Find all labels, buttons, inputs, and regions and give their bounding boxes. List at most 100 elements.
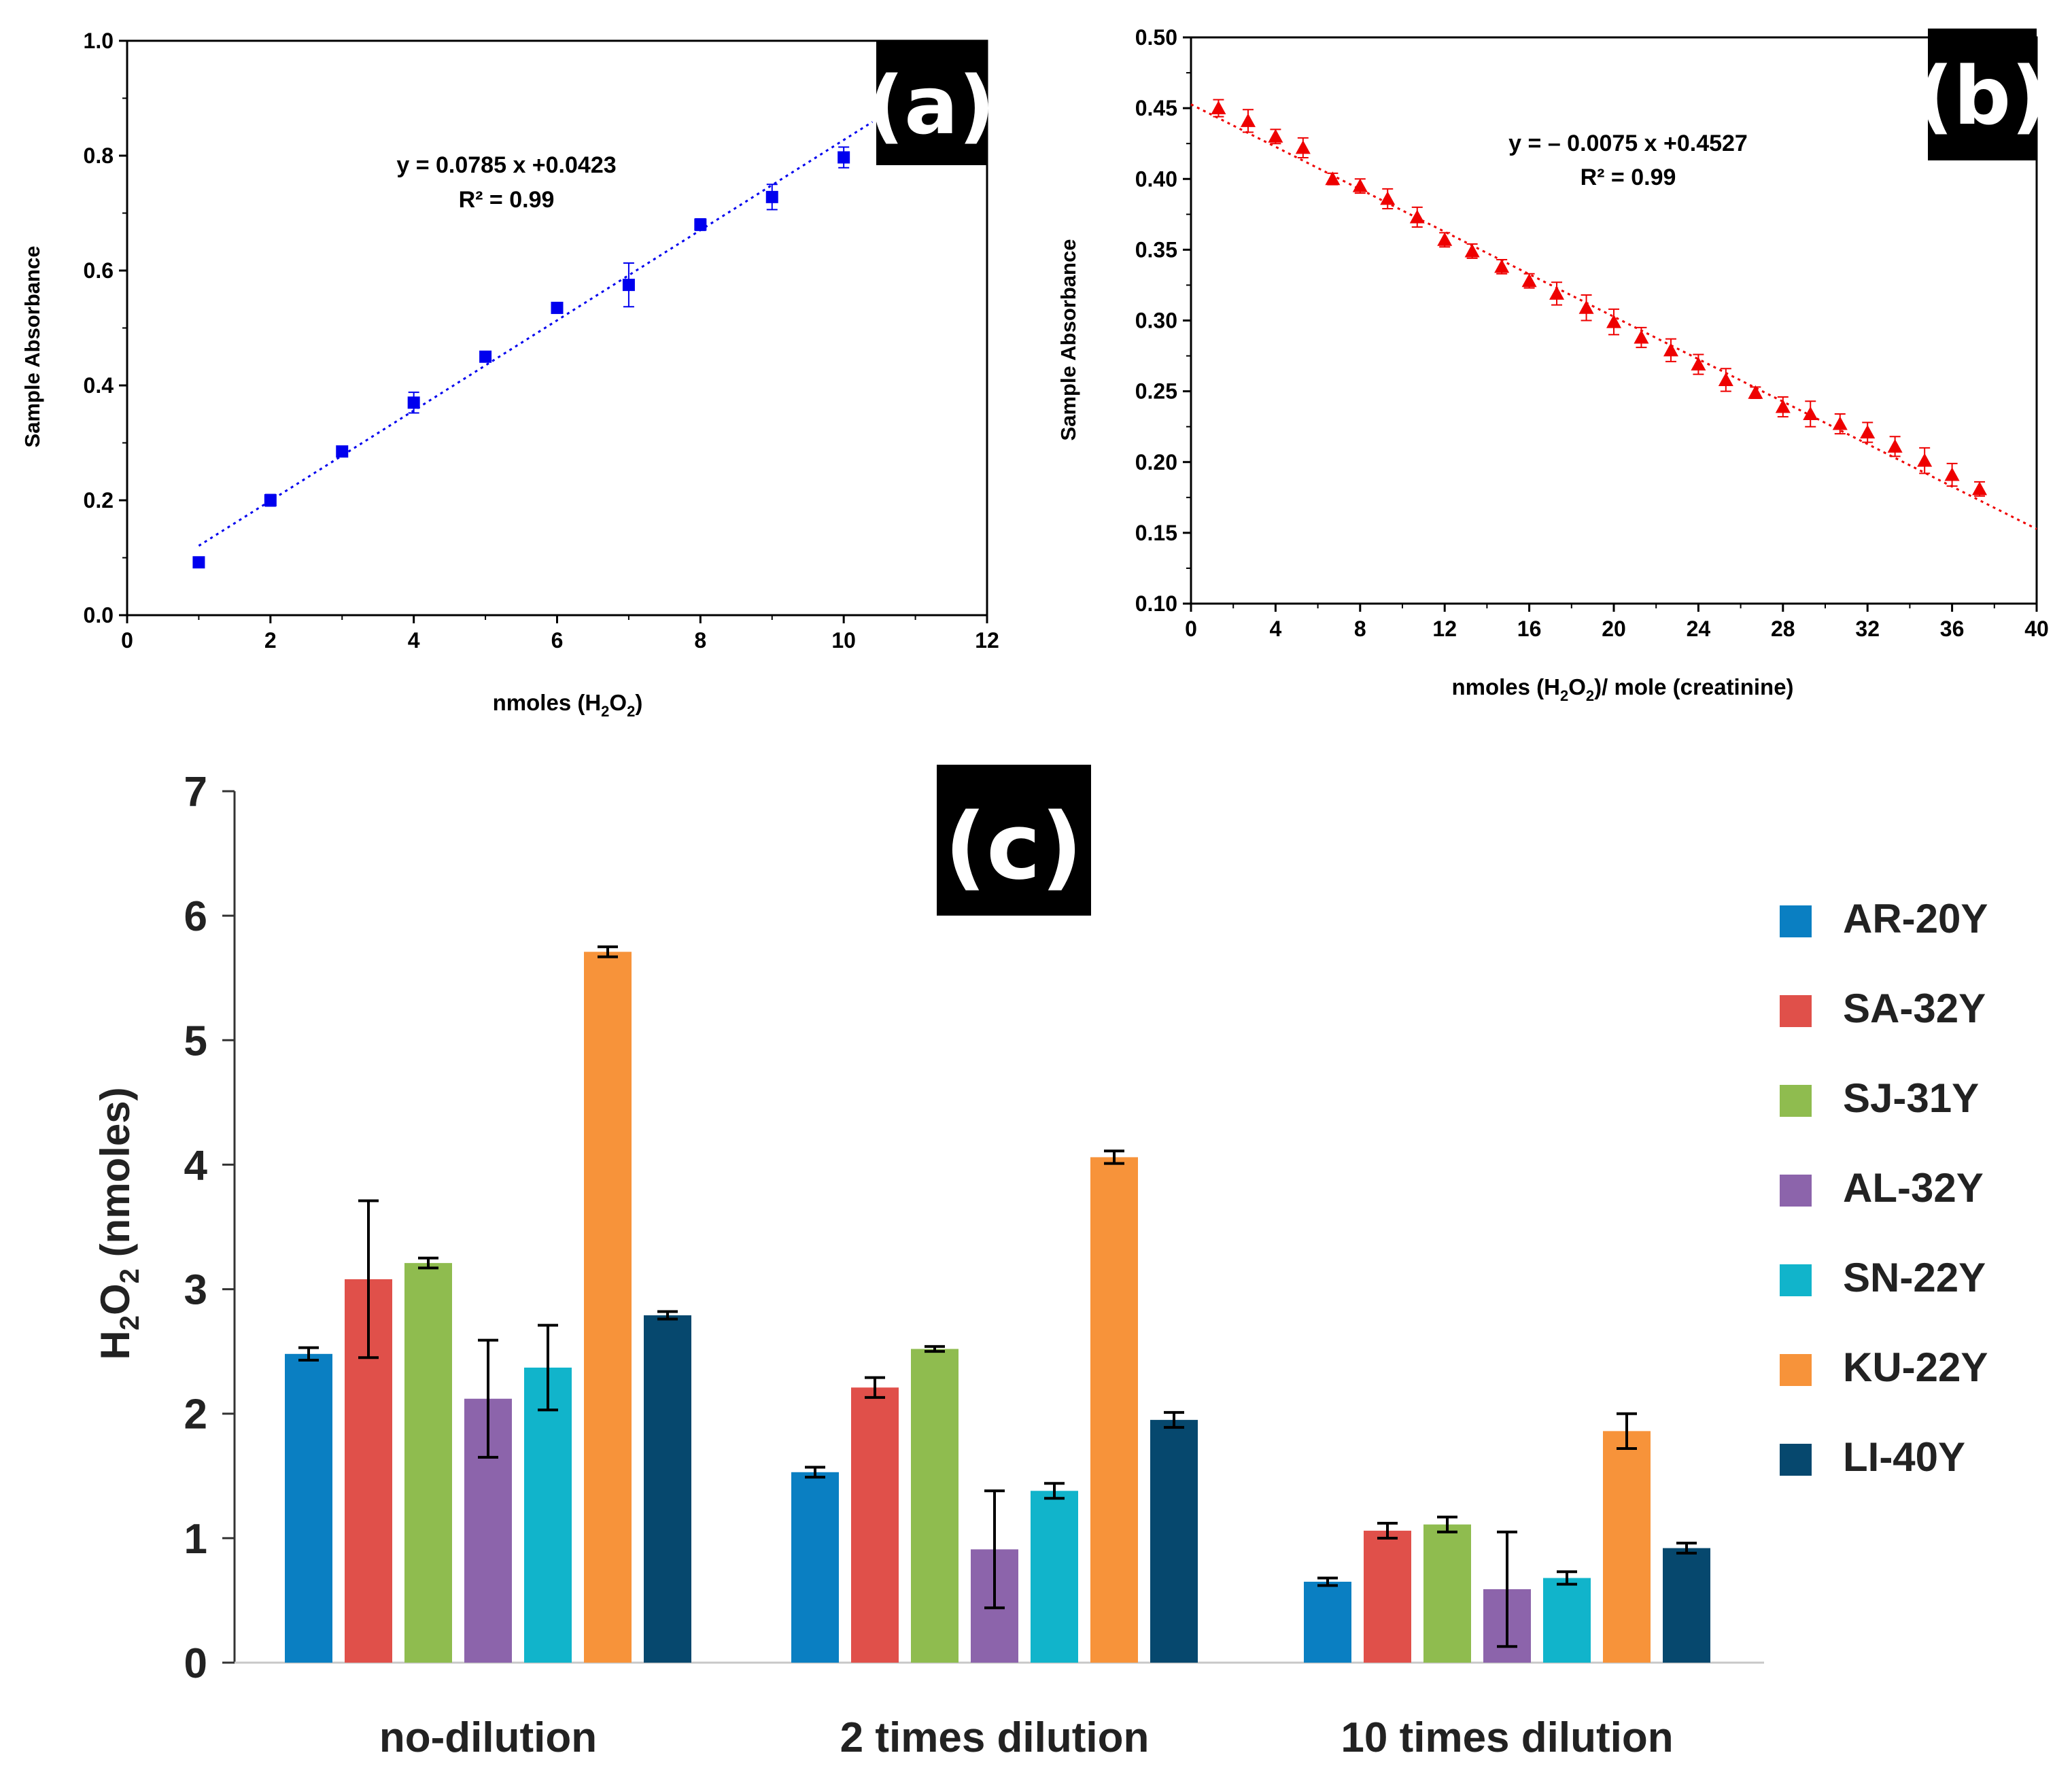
panel-b-y-tick-label: 0.25 bbox=[1135, 379, 1177, 404]
panel-b-x-tick-label: 20 bbox=[1602, 617, 1626, 641]
panel-c-y-tick-label: 7 bbox=[184, 769, 207, 816]
panel-a-y-tick-label: 0.8 bbox=[84, 143, 114, 168]
panel-c-bar bbox=[1603, 1431, 1651, 1663]
panel-c-legend-swatch bbox=[1780, 1444, 1812, 1476]
panel-c-legend-label: LI-40Y bbox=[1843, 1434, 1965, 1480]
panel-a-label: (a) bbox=[867, 41, 995, 165]
panel-c-legend-label: KU-22Y bbox=[1843, 1345, 1988, 1390]
panel-a-y-tick-label: 0.4 bbox=[84, 373, 114, 398]
panel-c-legend-label: SJ-31Y bbox=[1843, 1075, 1979, 1121]
panel-a-y-tick-label: 1.0 bbox=[84, 29, 114, 53]
panel-c-y-tick-label: 5 bbox=[184, 1018, 207, 1064]
panel-b-data-point bbox=[1944, 467, 1960, 481]
panel-b-chart: 0 4 8 12 16 20 24 28 32 36 40 0.10 0.15 0.20 0.25 0.30 0… bbox=[1056, 25, 2049, 704]
panel-b-data-point bbox=[1521, 273, 1537, 288]
panel-b-data-point bbox=[1718, 372, 1733, 386]
panel-b-x-tick-label: 32 bbox=[1855, 617, 1880, 641]
panel-b-data-point bbox=[1578, 300, 1594, 314]
panel-a-x-tick-label: 2 bbox=[264, 628, 277, 653]
panel-b-x-tick-label: 28 bbox=[1771, 617, 1795, 641]
panel-c-y-tick-label: 2 bbox=[184, 1391, 207, 1438]
panel-b-y-tick-label: 0.45 bbox=[1135, 96, 1177, 120]
panel-b-data-point bbox=[1268, 128, 1283, 143]
panel-a-fit-line bbox=[198, 121, 874, 547]
panel-a-y-axis-label: Sample Absorbance bbox=[20, 246, 44, 448]
panel-c-bar bbox=[1304, 1581, 1351, 1663]
panel-b-x-axis-label: nmoles (H2O2)/ mole (creatinine) bbox=[1451, 674, 1793, 704]
panel-b-data-point bbox=[1972, 481, 1988, 496]
panel-c-legend-swatch bbox=[1780, 1354, 1812, 1386]
panel-b-x-tick-label: 4 bbox=[1270, 617, 1282, 641]
svg-text:(a): (a) bbox=[867, 58, 995, 152]
panel-b-x-tick-label: 0 bbox=[1185, 617, 1197, 641]
panel-b-data-point bbox=[1437, 232, 1453, 246]
panel-c-bar bbox=[791, 1472, 839, 1663]
panel-b-x-tick-label: 8 bbox=[1354, 617, 1366, 641]
panel-c-category-label: no-dilution bbox=[379, 1714, 597, 1761]
panel-c-bar bbox=[1031, 1491, 1078, 1663]
panel-a-chart: 0 2 4 6 8 10 12 0.0 0.2 0.4 0.6 0.8 1.0 Sample Absor… bbox=[20, 29, 999, 720]
panel-c-bar bbox=[1150, 1419, 1198, 1663]
panel-c-bar bbox=[584, 952, 632, 1663]
panel-c-label: (c) bbox=[937, 765, 1091, 916]
panel-a-data-point bbox=[551, 301, 564, 314]
panel-b-data-point bbox=[1860, 425, 1876, 439]
panel-b-data-point bbox=[1887, 438, 1903, 453]
panel-c-category-label: 10 times dilution bbox=[1341, 1714, 1673, 1761]
panel-b-x-tick-label: 36 bbox=[1940, 617, 1965, 641]
panel-b-y-axis-label: Sample Absorbance bbox=[1056, 239, 1080, 441]
panel-b-y-tick-label: 0.15 bbox=[1135, 521, 1177, 545]
panel-a-data-point bbox=[264, 494, 277, 506]
panel-c-legend: AR-20Y SA-32Y SJ-31Y AL-32Y SN-22Y KU-22Y LI-4… bbox=[1780, 896, 1988, 1480]
panel-a-data-point bbox=[838, 151, 850, 164]
panel-b-data-point bbox=[1211, 101, 1226, 115]
panel-b-y-tick-label: 0.50 bbox=[1135, 25, 1177, 50]
panel-b-y-tick-label: 0.20 bbox=[1135, 450, 1177, 474]
panel-c-bar bbox=[1364, 1530, 1411, 1663]
panel-a-fit-equation: y = 0.0785 x +0.0423 bbox=[396, 152, 616, 178]
panel-b-data-point bbox=[1409, 209, 1425, 224]
panel-c-y-tick-label: 3 bbox=[184, 1267, 207, 1314]
panel-c-bar bbox=[1663, 1548, 1710, 1663]
panel-c-category-label: 2 times dilution bbox=[840, 1714, 1150, 1761]
panel-c-bar bbox=[1543, 1578, 1591, 1663]
panel-b-y-tick-label: 0.35 bbox=[1135, 237, 1177, 262]
svg-text:(c): (c) bbox=[944, 793, 1082, 900]
panel-a-data-point bbox=[192, 556, 205, 569]
panel-a-x-tick-label: 12 bbox=[975, 628, 999, 653]
panel-c-legend-swatch bbox=[1780, 995, 1812, 1027]
panel-b-data-point bbox=[1775, 399, 1791, 413]
panel-b-data-point bbox=[1634, 330, 1649, 344]
panel-b-data-point bbox=[1380, 191, 1396, 205]
panel-c-bar bbox=[524, 1367, 572, 1663]
panel-c-bar bbox=[644, 1315, 691, 1663]
panel-b-data-point bbox=[1691, 357, 1706, 371]
panel-a-data-point bbox=[694, 218, 707, 231]
panel-b-data-point bbox=[1494, 259, 1510, 273]
panel-b-x-tick-label: 16 bbox=[1517, 617, 1542, 641]
panel-c-bar bbox=[1090, 1157, 1138, 1663]
panel-a-data-point bbox=[479, 350, 492, 363]
panel-b-data-point bbox=[1663, 343, 1678, 357]
panel-b-r-squared: R² = 0.99 bbox=[1581, 164, 1676, 190]
panel-a-x-tick-label: 6 bbox=[551, 628, 564, 653]
panel-b-data-point bbox=[1240, 113, 1256, 127]
panel-c-chart: 0 1 2 3 4 5 6 7 no-dilution 2 times dilution 10 ti… bbox=[92, 765, 1988, 1761]
panel-c-legend-swatch bbox=[1780, 905, 1812, 937]
panel-a-data-point bbox=[622, 279, 635, 292]
panel-c-bar bbox=[911, 1349, 959, 1663]
panel-b-data-point bbox=[1803, 406, 1818, 420]
panel-c-y-axis-label: H2O2 (nmoles) bbox=[92, 1087, 145, 1359]
panel-a-x-tick-label: 10 bbox=[831, 628, 856, 653]
panel-b-y-tick-label: 0.40 bbox=[1135, 167, 1177, 191]
panel-b-label: (b) bbox=[1917, 29, 2048, 160]
panel-c-legend-label: AR-20Y bbox=[1843, 896, 1988, 941]
panel-a-plot-frame bbox=[126, 39, 988, 617]
panel-b-x-tick-label: 12 bbox=[1432, 617, 1457, 641]
panel-a-x-tick-label: 8 bbox=[694, 628, 706, 653]
panel-c-y-tick-label: 4 bbox=[184, 1142, 208, 1189]
panel-c-bar bbox=[404, 1263, 452, 1663]
panel-b-x-tick-label: 40 bbox=[2024, 617, 2049, 641]
panel-c-legend-label: SN-22Y bbox=[1843, 1255, 1986, 1300]
